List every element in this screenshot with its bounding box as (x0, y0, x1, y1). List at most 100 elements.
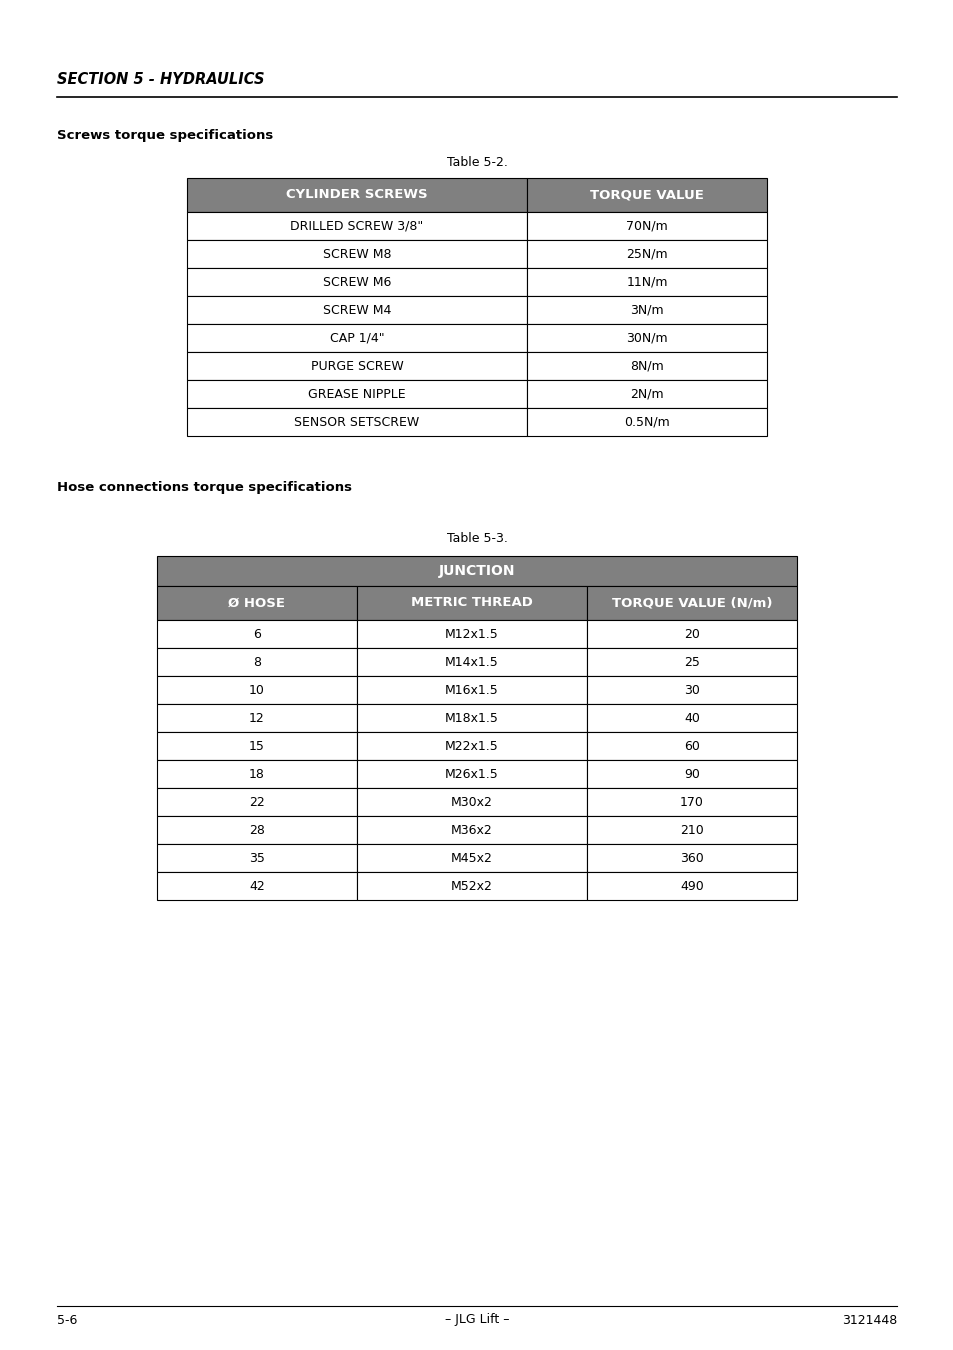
Text: M45x2: M45x2 (451, 852, 493, 864)
Bar (187, 296, 526, 324)
Bar (356, 620, 586, 648)
Bar (526, 324, 766, 352)
Text: 35: 35 (249, 852, 265, 864)
Text: – JLG Lift –: – JLG Lift – (444, 1314, 509, 1327)
Text: GREASE NIPPLE: GREASE NIPPLE (308, 387, 405, 401)
Bar (526, 212, 766, 240)
Bar (526, 408, 766, 436)
Text: 3121448: 3121448 (841, 1314, 896, 1327)
Bar (157, 556, 796, 586)
Bar (586, 732, 796, 760)
Text: 25N/m: 25N/m (625, 247, 667, 261)
Bar (586, 872, 796, 900)
Text: 0.5N/m: 0.5N/m (623, 416, 669, 428)
Bar (526, 178, 766, 212)
Text: M36x2: M36x2 (451, 824, 493, 837)
Text: SCREW M8: SCREW M8 (322, 247, 391, 261)
Text: Table 5-2.: Table 5-2. (446, 155, 507, 169)
Bar (187, 324, 526, 352)
Text: 6: 6 (253, 628, 261, 640)
Text: 90: 90 (683, 768, 700, 780)
Bar (526, 296, 766, 324)
Text: 70N/m: 70N/m (625, 220, 667, 232)
Text: 40: 40 (683, 711, 700, 725)
Text: M52x2: M52x2 (451, 879, 493, 892)
Bar (157, 676, 356, 703)
Text: SENSOR SETSCREW: SENSOR SETSCREW (294, 416, 419, 428)
Bar (157, 703, 356, 732)
Bar (356, 815, 586, 844)
Text: 210: 210 (679, 824, 703, 837)
Bar (356, 760, 586, 788)
Bar (187, 212, 526, 240)
Bar (586, 815, 796, 844)
Bar (187, 178, 526, 212)
Bar (356, 586, 586, 620)
Text: M30x2: M30x2 (451, 795, 493, 809)
Bar (586, 586, 796, 620)
Text: 490: 490 (679, 879, 703, 892)
Bar (526, 379, 766, 408)
Bar (157, 620, 356, 648)
Text: 11N/m: 11N/m (625, 275, 667, 289)
Bar (356, 844, 586, 872)
Bar (157, 586, 356, 620)
Text: 22: 22 (249, 795, 265, 809)
Bar (187, 408, 526, 436)
Text: SCREW M6: SCREW M6 (322, 275, 391, 289)
Text: 30N/m: 30N/m (625, 332, 667, 344)
Text: 42: 42 (249, 879, 265, 892)
Text: DRILLED SCREW 3/8": DRILLED SCREW 3/8" (290, 220, 423, 232)
Text: CYLINDER SCREWS: CYLINDER SCREWS (286, 189, 427, 201)
Text: TORQUE VALUE (N/m): TORQUE VALUE (N/m) (611, 597, 771, 609)
Bar (157, 815, 356, 844)
Text: M12x1.5: M12x1.5 (445, 628, 498, 640)
Bar (526, 269, 766, 296)
Text: PURGE SCREW: PURGE SCREW (311, 359, 403, 373)
Bar (157, 844, 356, 872)
Text: Ø HOSE: Ø HOSE (229, 597, 285, 609)
Text: 170: 170 (679, 795, 703, 809)
Text: 25: 25 (683, 656, 700, 668)
Bar (157, 732, 356, 760)
Text: TORQUE VALUE: TORQUE VALUE (590, 189, 703, 201)
Text: 15: 15 (249, 740, 265, 752)
Text: Table 5-3.: Table 5-3. (446, 532, 507, 544)
Bar (356, 788, 586, 815)
Text: Hose connections torque specifications: Hose connections torque specifications (57, 482, 352, 494)
Bar (187, 352, 526, 379)
Bar (356, 872, 586, 900)
Bar (526, 240, 766, 269)
Text: 20: 20 (683, 628, 700, 640)
Bar (187, 269, 526, 296)
Bar (356, 732, 586, 760)
Bar (586, 676, 796, 703)
Text: METRIC THREAD: METRIC THREAD (411, 597, 533, 609)
Text: SECTION 5 - HYDRAULICS: SECTION 5 - HYDRAULICS (57, 73, 264, 88)
Text: 30: 30 (683, 683, 700, 697)
Bar (526, 352, 766, 379)
Bar (586, 703, 796, 732)
Bar (356, 648, 586, 676)
Bar (187, 240, 526, 269)
Bar (157, 872, 356, 900)
Text: CAP 1/4": CAP 1/4" (330, 332, 384, 344)
Text: M14x1.5: M14x1.5 (445, 656, 498, 668)
Text: 60: 60 (683, 740, 700, 752)
Text: 10: 10 (249, 683, 265, 697)
Text: 5-6: 5-6 (57, 1314, 77, 1327)
Text: M16x1.5: M16x1.5 (445, 683, 498, 697)
Text: 28: 28 (249, 824, 265, 837)
Text: M22x1.5: M22x1.5 (445, 740, 498, 752)
Bar (157, 648, 356, 676)
Text: 3N/m: 3N/m (630, 304, 663, 316)
Text: JUNCTION: JUNCTION (438, 564, 515, 578)
Text: 18: 18 (249, 768, 265, 780)
Bar (586, 788, 796, 815)
Text: M26x1.5: M26x1.5 (445, 768, 498, 780)
Bar (356, 703, 586, 732)
Bar (157, 760, 356, 788)
Text: 360: 360 (679, 852, 703, 864)
Text: Screws torque specifications: Screws torque specifications (57, 128, 273, 142)
Text: 2N/m: 2N/m (630, 387, 663, 401)
